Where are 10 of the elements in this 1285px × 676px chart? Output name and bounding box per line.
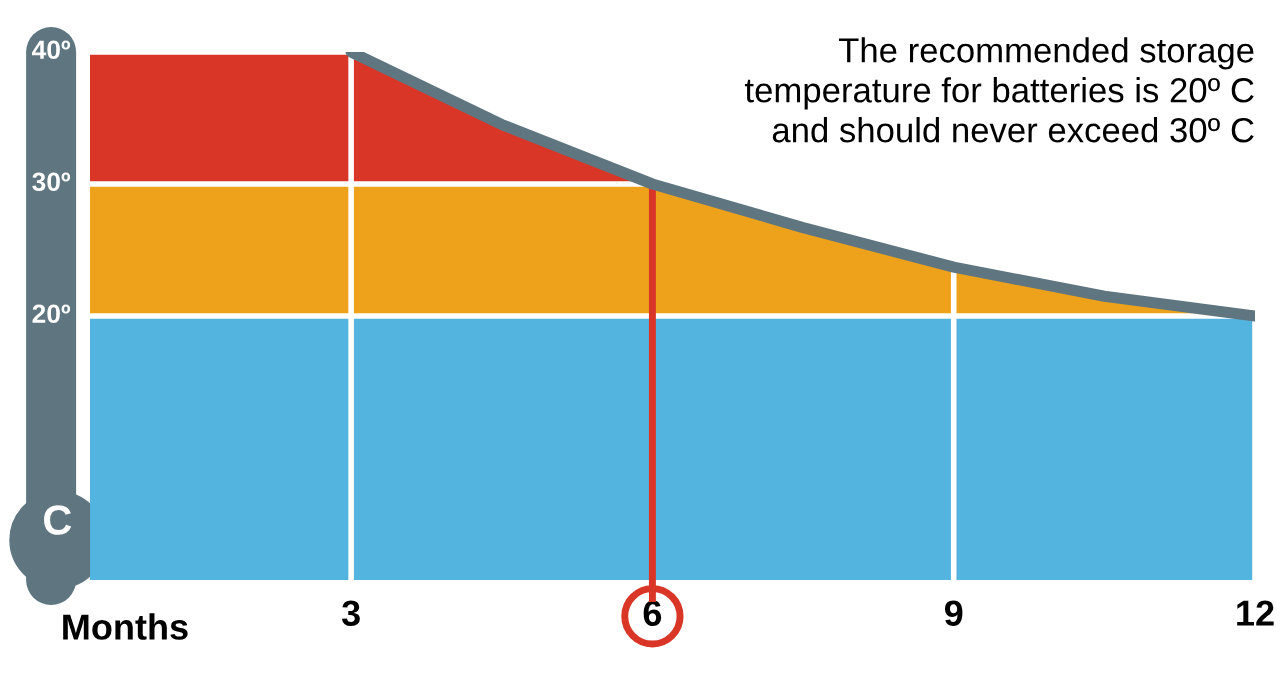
x-tick-label: 12 [1237,600,1274,626]
x-tick-label: 9 [944,600,963,626]
y-tick-label: 30º [32,172,71,192]
x-tick-label: 6 [643,600,662,626]
x-tick-label: 3 [341,600,360,627]
x-axis-title: Months [63,613,188,640]
y-tick-label: 40º [32,40,71,60]
y-tick-label: 20º [32,304,71,324]
y-axis-title: C [44,505,72,535]
annotation: The recommended storage temperature for batteries is 20º C and should never exceed 30º C [744,37,1254,143]
